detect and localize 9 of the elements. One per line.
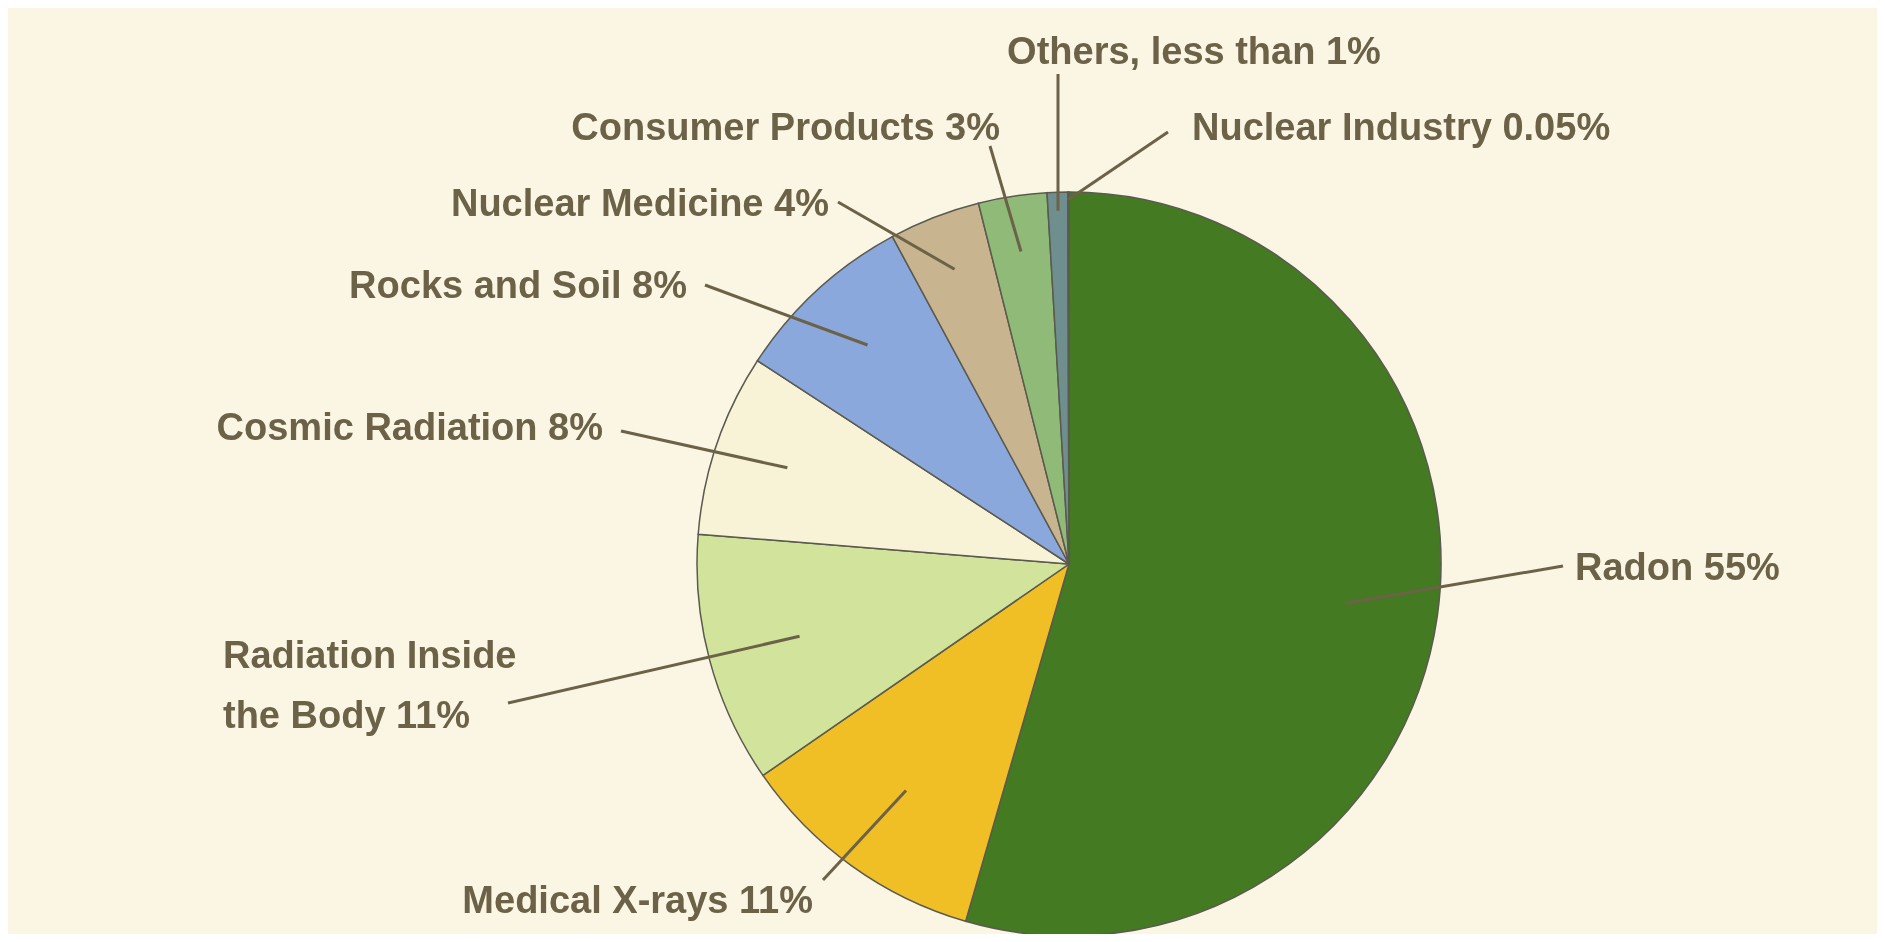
- slice-label: Nuclear Industry 0.05%: [1192, 106, 1611, 148]
- slice-label: Nuclear Medicine 4%: [450, 182, 829, 224]
- slice-label: Medical X-rays 11%: [462, 879, 813, 921]
- slice-label: Cosmic Radiation 8%: [216, 406, 603, 448]
- slice-label: Others, less than 1%: [1007, 30, 1381, 72]
- slice-label: Radon 55%: [1575, 546, 1780, 588]
- slice-label: Consumer Products 3%: [571, 106, 1000, 148]
- slice-label: Radiation Inside the Body 11%: [223, 634, 517, 736]
- slice-label: Rocks and Soil 8%: [349, 264, 687, 306]
